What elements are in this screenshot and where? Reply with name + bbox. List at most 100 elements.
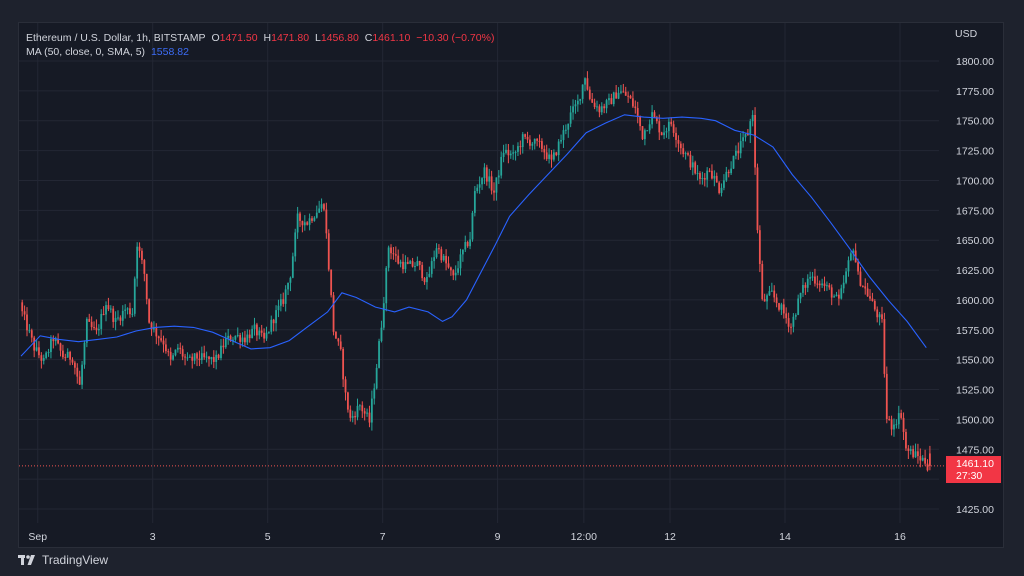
candle-body <box>718 182 721 193</box>
candle-body <box>109 308 112 310</box>
candle-body <box>617 92 620 99</box>
candle-body <box>483 167 486 179</box>
candle-body <box>823 283 826 286</box>
candle-body <box>100 313 103 329</box>
tradingview-branding[interactable]: TradingView <box>18 553 108 567</box>
y-tick-label: 1750.00 <box>956 116 994 128</box>
candle-body <box>117 317 119 319</box>
candle-body <box>272 319 275 324</box>
ma-value: 1558.82 <box>150 46 189 58</box>
candle-body <box>409 261 412 264</box>
candle-body <box>840 288 843 299</box>
candle-body <box>821 283 824 286</box>
candle-body <box>917 451 919 457</box>
candle-body <box>861 285 864 287</box>
candle-body <box>895 424 898 426</box>
candle-body <box>172 355 174 360</box>
candle-body <box>643 130 646 140</box>
candle-body <box>287 282 289 290</box>
candle-body <box>325 209 328 234</box>
candle-body <box>392 253 395 255</box>
candle-body <box>873 301 876 310</box>
candle-body <box>52 339 55 342</box>
candle-body <box>414 266 416 268</box>
price-chart[interactable]: 1425.001450.001475.001500.001525.001550.… <box>19 23 1005 549</box>
candle-body <box>739 141 742 154</box>
candle-body <box>849 253 852 261</box>
candle-body <box>794 314 797 317</box>
candle-body <box>905 431 907 449</box>
ohlc-legend: Ethereum / U.S. Dollar, 1h, BITSTAMP O14… <box>26 32 497 44</box>
candle-body <box>845 271 847 283</box>
currency-label[interactable]: USD <box>955 28 978 40</box>
candle-body <box>866 288 869 297</box>
candle-body <box>893 424 895 430</box>
candle-body <box>433 257 436 262</box>
candle-body <box>323 204 325 210</box>
candle-body <box>349 409 352 418</box>
candle-body <box>387 247 390 268</box>
candle-body <box>239 335 242 342</box>
candle-body <box>263 332 265 339</box>
y-tick-label: 1525.00 <box>956 385 994 397</box>
candle-body <box>141 250 143 261</box>
candle-body <box>481 178 483 185</box>
candle-body <box>332 295 335 332</box>
symbol-title[interactable]: Ethereum / U.S. Dollar, 1h, BITSTAMP <box>26 32 206 44</box>
candle-body <box>790 326 792 328</box>
high-value: 1471.80 <box>271 32 310 44</box>
candle-body <box>248 334 251 339</box>
candle-body <box>871 298 874 302</box>
candle-body <box>598 106 601 113</box>
candle-body <box>837 294 840 299</box>
candle-body <box>574 104 577 107</box>
candle-body <box>164 344 167 352</box>
candle-body <box>469 239 471 247</box>
last-price-value: 1461.10 <box>956 458 994 470</box>
candle-body <box>23 311 26 315</box>
candle-body <box>847 260 850 272</box>
candle-body <box>773 290 776 298</box>
candle-body <box>550 154 553 160</box>
bar-countdown: 27:30 <box>956 470 983 482</box>
candle-body <box>143 260 146 274</box>
candle-body <box>782 304 785 314</box>
candle-body <box>675 132 677 140</box>
candle-body <box>394 254 397 256</box>
candle-body <box>157 336 160 339</box>
candle-body <box>677 139 680 144</box>
candle-body <box>347 392 349 410</box>
candle-body <box>665 131 668 133</box>
candle-body <box>241 337 244 342</box>
candle-body <box>148 299 151 323</box>
candle-body <box>636 108 639 116</box>
candle-body <box>40 355 43 361</box>
candle-body <box>667 121 670 132</box>
candle-body <box>179 347 182 350</box>
candle-body <box>303 222 306 226</box>
chart-pane[interactable]: 1425.001450.001475.001500.001525.001550.… <box>18 22 1004 548</box>
ma-label[interactable]: MA (50, close, 0, SMA, 5) <box>26 46 146 58</box>
candle-body <box>883 319 886 374</box>
candle-body <box>572 106 574 113</box>
change-value: −10.30 (−0.70%) <box>416 32 495 44</box>
candle-body <box>471 212 474 240</box>
candle-body <box>670 121 673 125</box>
candle-body <box>191 356 194 361</box>
candle-body <box>497 175 500 178</box>
candle-body <box>277 305 280 311</box>
candle-body <box>85 318 88 343</box>
candle-body <box>591 98 594 103</box>
candle-body <box>826 285 828 287</box>
candle-body <box>299 213 301 221</box>
candle-body <box>153 327 155 330</box>
candle-body <box>145 273 148 300</box>
candle-body <box>596 106 598 108</box>
candle-body <box>461 249 464 255</box>
candle-body <box>512 152 515 154</box>
candle-body <box>220 345 222 359</box>
candle-body <box>366 412 368 414</box>
candle-body <box>435 248 438 258</box>
candle-body <box>21 302 24 312</box>
candle-body <box>869 296 871 299</box>
